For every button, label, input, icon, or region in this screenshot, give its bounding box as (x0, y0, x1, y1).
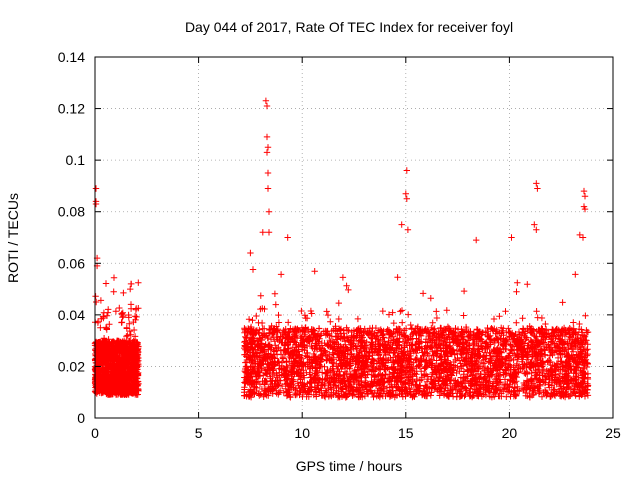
x-tick-label: 10 (294, 425, 310, 441)
y-tick-label: 0.04 (58, 307, 85, 323)
scatter-points (91, 97, 592, 401)
y-tick-label: 0.02 (58, 358, 85, 374)
y-tick-label: 0.08 (58, 204, 85, 220)
x-tick-label: 25 (605, 425, 621, 441)
y-tick-label: 0 (77, 410, 85, 426)
x-tick-label: 15 (398, 425, 414, 441)
x-tick-label: 20 (502, 425, 518, 441)
data-points-cloud (91, 97, 592, 401)
y-axis-label: ROTI / TECUs (5, 193, 21, 283)
x-tick-label: 5 (195, 425, 203, 441)
chart-title: Day 044 of 2017, Rate Of TEC Index for r… (185, 19, 513, 35)
y-tick-label: 0.1 (66, 152, 86, 168)
x-tick-label: 0 (91, 425, 99, 441)
x-axis-label: GPS time / hours (296, 458, 403, 474)
y-tick-label: 0.06 (58, 255, 85, 271)
axis-ticks: 0 5 10 15 20 25 0 0.02 0.04 0.06 0.08 0.1 0.12 0.14 (58, 49, 621, 441)
plot-frame (94, 56, 614, 419)
y-tick-label: 0.12 (58, 101, 85, 117)
y-tick-label: 0.14 (58, 49, 85, 65)
